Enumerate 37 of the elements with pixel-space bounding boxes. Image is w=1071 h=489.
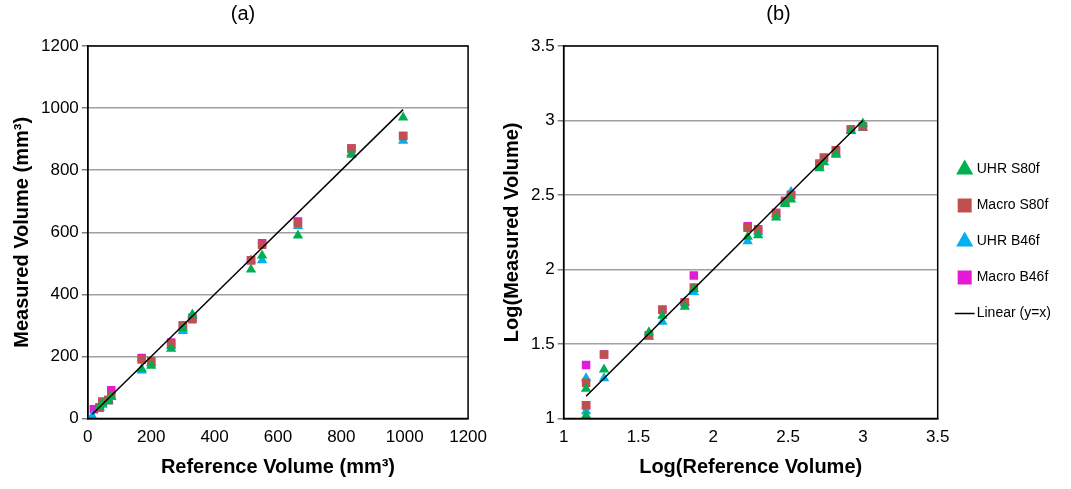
- y-axis-title: Log(Measured Volume): [499, 122, 522, 343]
- y-tick-label: 1.5: [530, 333, 555, 353]
- y-tick-label: 1: [545, 408, 555, 428]
- x-tick-label: 3.5: [925, 427, 950, 447]
- y-tick-label: 0: [69, 408, 79, 428]
- y-tick-label: 3: [545, 110, 555, 130]
- y-tick-label: 2: [545, 259, 555, 279]
- x-tick-label: 200: [137, 427, 166, 447]
- x-tick-label: 800: [327, 427, 356, 447]
- legend-label: UHR S80f: [976, 160, 1040, 177]
- y-tick-label: 2.5: [530, 184, 555, 204]
- legend-label: Macro B46f: [976, 268, 1049, 285]
- x-tick-label: 2: [708, 427, 718, 447]
- y-tick-label: 200: [50, 346, 79, 366]
- x-tick-label: 1: [558, 427, 569, 447]
- y-tick-label: 400: [50, 284, 79, 304]
- x-tick-label: 0: [83, 427, 93, 447]
- chart-title: (a): [230, 1, 256, 24]
- x-tick-label: 3: [858, 427, 868, 447]
- x-tick-label: 1.5: [626, 427, 651, 447]
- y-tick-label: 600: [50, 221, 79, 241]
- x-tick-label: 2.5: [776, 427, 800, 447]
- y-tick-label: 800: [50, 159, 79, 179]
- y-tick-label: 1000: [40, 97, 79, 117]
- x-tick-label: 1200: [449, 427, 487, 447]
- y-axis-title: Measured Volume (mm³): [9, 116, 32, 348]
- x-axis-title: Log(Reference Volume): [639, 454, 863, 477]
- y-tick-label: 1200: [40, 35, 79, 55]
- y-tick-label: 3.5: [530, 35, 555, 55]
- chart-title: (b): [766, 1, 791, 24]
- legend-label: Macro S80f: [976, 196, 1049, 213]
- legend-label: Linear (y=x): [976, 304, 1052, 321]
- x-tick-label: 600: [263, 427, 293, 447]
- x-axis-title: Reference Volume (mm³): [160, 454, 396, 477]
- legend-label: UHR B46f: [976, 232, 1040, 249]
- x-tick-label: 1000: [385, 427, 424, 447]
- x-tick-label: 400: [200, 427, 229, 447]
